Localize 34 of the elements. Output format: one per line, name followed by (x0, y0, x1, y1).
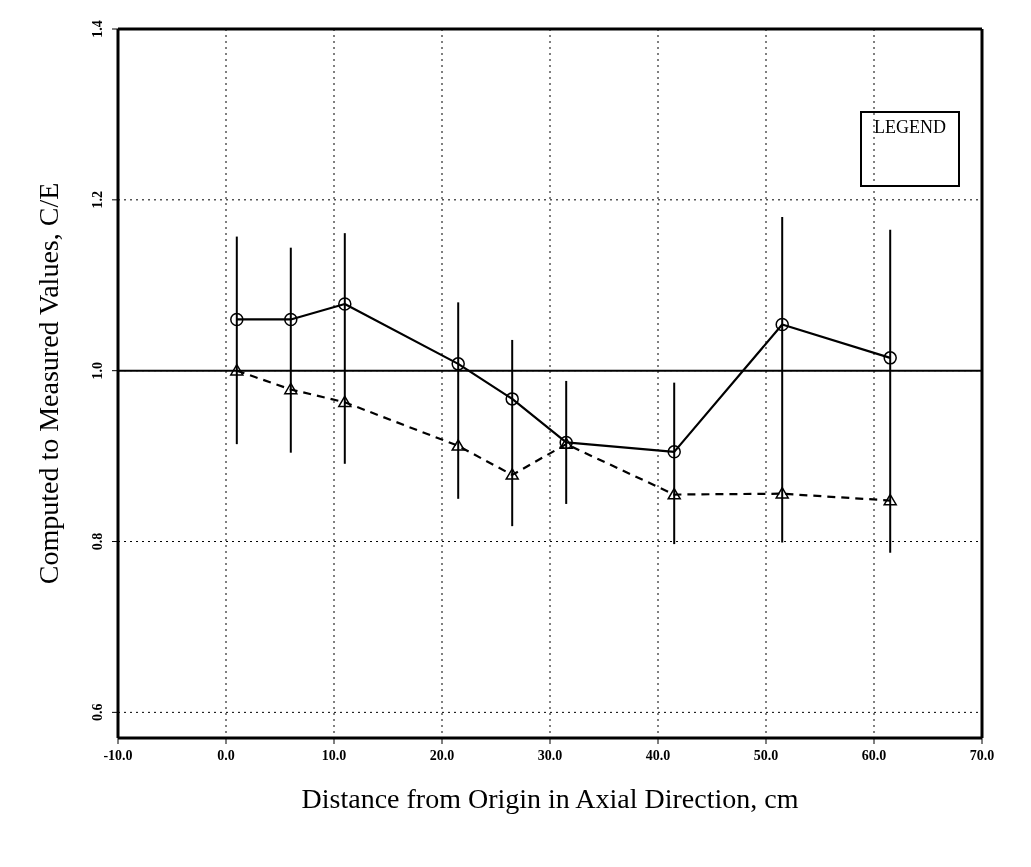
point (230, 363, 244, 376)
x-tick-label: 50.0 (753, 748, 779, 763)
point (284, 312, 298, 327)
point (775, 317, 789, 332)
x-tick-label: 40.0 (645, 748, 671, 763)
point (667, 487, 681, 500)
x-tick-label: 70.0 (969, 748, 995, 763)
y-tick-label: 1.2 (90, 191, 105, 209)
x-tick-label: -10.0 (103, 748, 133, 763)
x-tick-label: 30.0 (537, 748, 563, 763)
y-tick-label: 0.6 (90, 703, 105, 722)
point (883, 493, 897, 506)
point (505, 468, 519, 480)
point (883, 351, 897, 365)
point (338, 297, 352, 311)
point (451, 357, 465, 371)
point (284, 382, 298, 395)
point (775, 486, 789, 499)
x-tick-label: 20.0 (429, 748, 455, 763)
x-tick-label: 0.0 (217, 748, 235, 763)
point (230, 312, 244, 327)
x-tick-label: 10.0 (321, 748, 347, 763)
legend-box: LEGEND (860, 111, 960, 187)
y-tick-label: 1.0 (90, 361, 105, 380)
y-axis-title: Computed to Measured Values, C/E (32, 182, 64, 585)
x-tick-label: 60.0 (861, 748, 887, 763)
y-tick-label: 0.8 (90, 532, 105, 551)
point (451, 439, 465, 451)
point (667, 445, 681, 459)
y-tick-label: 1.4 (90, 20, 105, 38)
point (338, 395, 352, 408)
legend-title: LEGEND (874, 117, 946, 137)
point (505, 392, 519, 406)
x-axis-title: Distance from Origin in Axial Direction, cm (301, 783, 799, 814)
